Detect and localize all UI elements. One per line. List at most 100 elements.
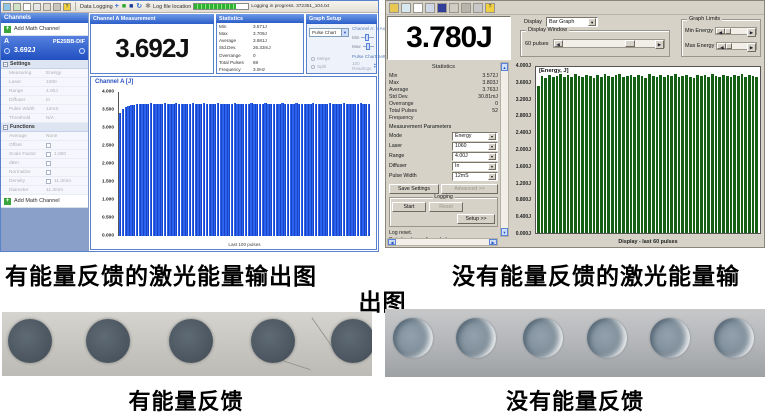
chevron-down-icon[interactable]: ▼ <box>488 132 496 140</box>
chevron-down-icon[interactable]: ▼ <box>341 29 348 36</box>
settings-section-header[interactable]: − Settings <box>1 60 88 69</box>
horizontal-scrollbar[interactable]: ◀ ▶ <box>387 238 498 246</box>
advanced-button[interactable]: Advanced >> <box>441 184 498 194</box>
key-icon[interactable]: ? <box>63 2 71 11</box>
scroll-thumb[interactable] <box>625 40 636 47</box>
save-icon[interactable] <box>437 2 447 13</box>
slider-thumb[interactable] <box>366 43 371 50</box>
measurement-panel: Channel A Measurement 3.692J <box>90 14 214 74</box>
scroll-left-icon[interactable]: ◀ <box>717 43 727 50</box>
min-energy-scrollbar[interactable]: ◀ ▶ <box>714 27 757 37</box>
setup-button[interactable]: Setup >> <box>457 214 495 224</box>
parameter-dropdown[interactable]: 12mS ▼ <box>452 171 498 181</box>
scroll-thumb[interactable] <box>724 28 731 34</box>
add-icon: + <box>4 25 11 33</box>
vertical-scrollbar[interactable]: ▲ ▼ <box>500 62 509 237</box>
scroll-left-icon[interactable]: ◀ <box>388 239 396 245</box>
chart-bar <box>555 75 559 233</box>
function-value: 11.3mm <box>46 187 63 193</box>
stat-row-value: 0 <box>253 52 256 58</box>
min-slider[interactable] <box>361 34 374 41</box>
checkbox[interactable] <box>46 178 51 184</box>
chevron-down-icon[interactable]: ▼ <box>488 152 496 160</box>
checkbox[interactable] <box>46 160 51 166</box>
scroll-right-icon[interactable]: ▶ <box>747 43 756 52</box>
stat-row: Frequency <box>389 114 498 121</box>
channels-sidebar: Channels + Add Math Channel A PE25BB-DIF… <box>1 13 89 251</box>
chart-bar <box>325 103 329 236</box>
merge-radio[interactable]: Merge <box>311 56 330 61</box>
display-window-scrollbar[interactable]: ◀ ▶ <box>552 39 665 49</box>
function-label: Scale Factor <box>9 151 36 157</box>
help-icon[interactable]: ? <box>485 2 495 13</box>
scroll-right-icon[interactable]: ▶ <box>655 40 664 49</box>
spinner-icon[interactable]: ▲ ▼ <box>373 62 377 69</box>
data-table-icon[interactable] <box>425 2 435 13</box>
slider-thumb[interactable] <box>365 34 370 41</box>
parameter-dropdown[interactable]: 1060 ▼ <box>452 141 498 151</box>
start-logging-icon[interactable]: ■ <box>121 2 127 10</box>
layout-icon[interactable] <box>43 2 51 11</box>
scroll-up-icon[interactable]: ▲ <box>501 63 508 71</box>
refresh-icon[interactable]: ↻ <box>136 2 143 10</box>
checkbox[interactable] <box>46 151 51 157</box>
scroll-down-icon[interactable]: ▼ <box>501 228 508 236</box>
scroll-right-icon[interactable]: ▶ <box>489 239 497 245</box>
window-icon[interactable] <box>3 2 11 11</box>
scroll-right-icon[interactable]: ▶ <box>747 28 756 37</box>
collapse-icon[interactable]: − <box>3 61 8 67</box>
add-log-icon[interactable]: + <box>114 2 119 10</box>
new-page-icon[interactable] <box>413 2 423 13</box>
parameter-dropdown[interactable]: Energy ▼ <box>452 131 498 141</box>
setting-row-value: 1060 <box>46 79 57 85</box>
save-settings-button[interactable]: Save Settings <box>389 184 439 194</box>
print-icon[interactable] <box>473 2 483 13</box>
restore-window-icon[interactable] <box>401 2 411 13</box>
chart-type-dropdown[interactable]: Pulse Chart ▼ <box>309 28 349 37</box>
channel-a-card[interactable]: A PE25BB-DIF 3.692J <box>1 36 88 60</box>
chevron-down-icon[interactable]: ▼ <box>488 162 496 170</box>
energy-readout-box: 3.780J <box>387 16 511 60</box>
checkbox[interactable] <box>46 142 51 148</box>
log-options-icon[interactable]: ✱ <box>145 2 152 10</box>
chart-bar <box>585 74 588 233</box>
stat-row-label: Average <box>219 38 237 44</box>
grid-icon[interactable] <box>33 2 41 11</box>
channel-info-icon[interactable] <box>79 47 85 54</box>
reset-button[interactable]: Reset <box>429 202 463 212</box>
chevron-down-icon[interactable]: ▼ <box>588 18 597 26</box>
bar-chart-plot <box>118 92 371 236</box>
add-math-channel-button[interactable]: + Add Math Channel <box>1 23 88 36</box>
chevron-down-icon[interactable]: ▼ <box>488 142 496 150</box>
radio-icon[interactable] <box>311 64 315 69</box>
pin-icon[interactable] <box>53 2 61 11</box>
chart-bar <box>537 85 540 233</box>
chart-bar <box>208 103 211 236</box>
functions-section-header[interactable]: − Functions <box>1 123 88 132</box>
page-icon[interactable] <box>23 2 31 11</box>
max-energy-scrollbar[interactable]: ◀ ▶ <box>716 42 757 52</box>
add-math-channel-button-bottom[interactable]: + Add Math Channel <box>1 195 88 208</box>
display-mode-dropdown[interactable]: Bar Graph ▼ <box>546 17 599 27</box>
max-slider[interactable] <box>362 43 374 50</box>
start-button[interactable]: Start <box>392 202 426 212</box>
radio-icon[interactable] <box>311 56 315 61</box>
parameter-dropdown[interactable]: 4.00J ▼ <box>452 151 498 161</box>
axis-tick-label: 0.800J <box>515 197 531 204</box>
scroll-thumb[interactable] <box>726 43 733 49</box>
open-report-icon[interactable] <box>389 2 399 13</box>
split-radio[interactable]: Split <box>311 64 326 69</box>
scroll-left-icon[interactable]: ◀ <box>553 40 563 47</box>
scroll-left-icon[interactable]: ◀ <box>715 28 725 35</box>
stop-logging-icon[interactable]: ■ <box>129 2 134 10</box>
channel-status-icon[interactable] <box>4 47 10 54</box>
disabled-tool-icon[interactable] <box>449 2 459 13</box>
pin-tool-icon[interactable] <box>461 2 471 13</box>
chart-bar <box>281 103 284 236</box>
checkbox[interactable] <box>46 169 51 175</box>
chevron-down-icon[interactable]: ▼ <box>488 172 496 180</box>
new-chart-icon[interactable] <box>13 2 21 11</box>
collapse-icon[interactable]: − <box>3 124 8 130</box>
stat-row-label: Std.Dev. <box>219 45 237 51</box>
parameter-dropdown[interactable]: In ▼ <box>452 161 498 171</box>
